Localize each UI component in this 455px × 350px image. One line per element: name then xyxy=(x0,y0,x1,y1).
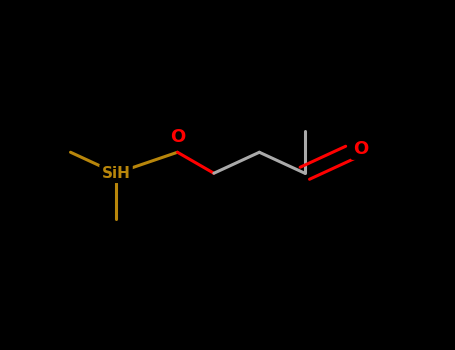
Text: O: O xyxy=(353,140,368,158)
Text: O: O xyxy=(170,127,185,146)
Text: SiH: SiH xyxy=(101,166,131,181)
